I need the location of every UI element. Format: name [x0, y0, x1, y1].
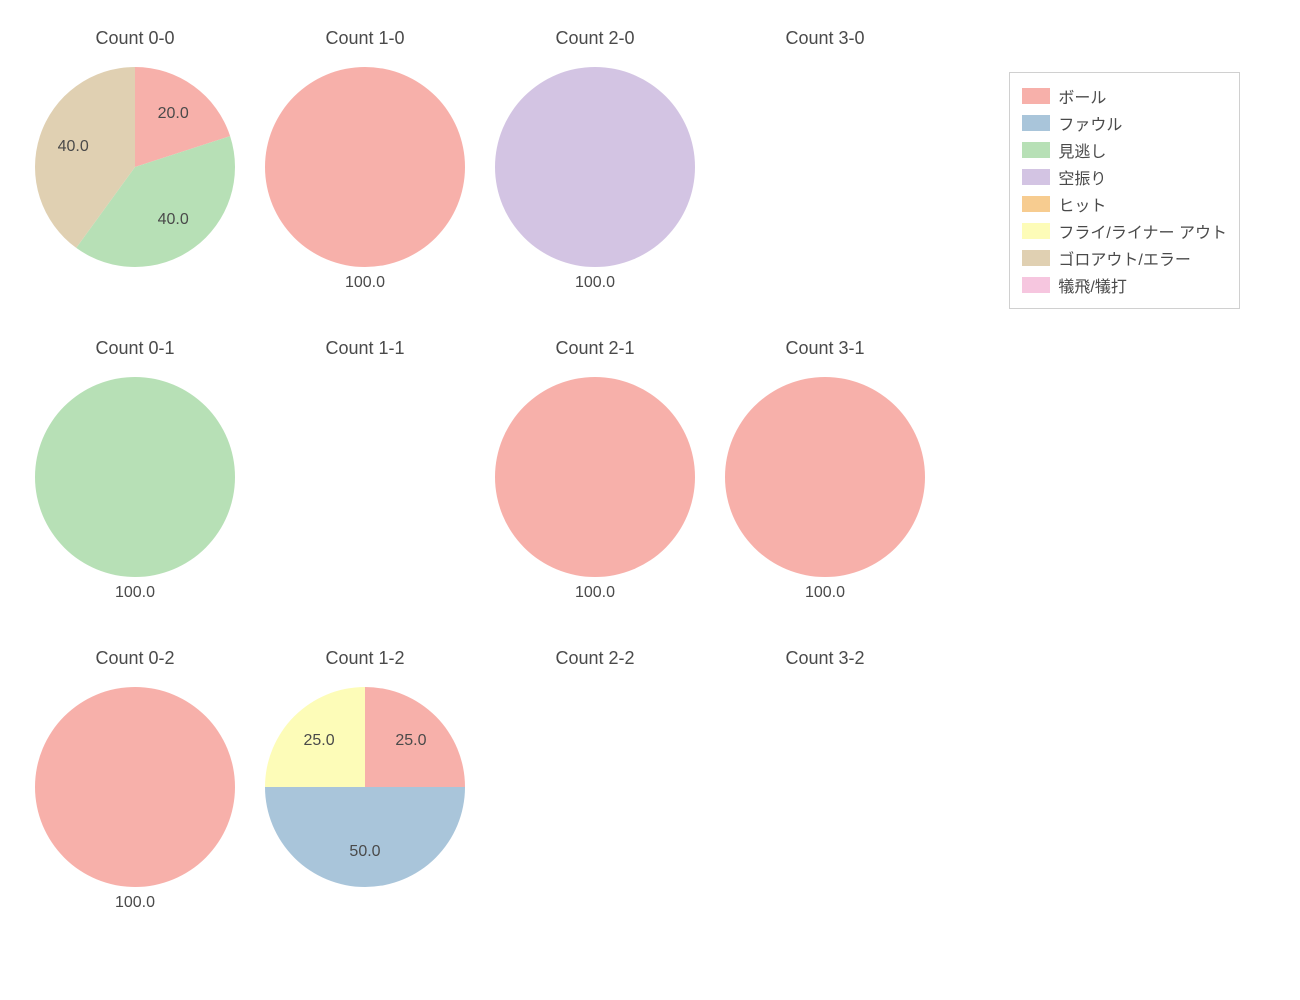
pie-slice-label: 40.0	[58, 138, 89, 156]
pie-title: Count 0-0	[95, 28, 174, 49]
pie-chart	[725, 687, 925, 887]
legend-label: 空振り	[1058, 165, 1106, 189]
legend-label: 見逃し	[1058, 138, 1106, 162]
legend-swatch	[1022, 88, 1050, 104]
pie-title: Count 3-0	[785, 28, 864, 49]
pie-slice-label: 100.0	[805, 584, 845, 602]
legend: ボールファウル見逃し空振りヒットフライ/ライナー アウトゴロアウト/エラー犠飛/…	[1009, 72, 1240, 309]
legend-item: ボール	[1022, 84, 1227, 108]
legend-label: ヒット	[1058, 192, 1106, 216]
pie-chart	[725, 67, 925, 267]
pie-slice-label: 20.0	[158, 105, 189, 123]
pie-cell: Count 3-2	[710, 640, 940, 950]
pie-slice-label: 25.0	[303, 732, 334, 750]
legend-swatch	[1022, 250, 1050, 266]
legend-swatch	[1022, 223, 1050, 239]
pie-slice-label: 100.0	[345, 274, 385, 292]
pie-cell: Count 0-0 20.0 40.0 40.0	[20, 20, 250, 330]
legend-item: フライ/ライナー アウト	[1022, 219, 1227, 243]
pie-chart: 100.0	[725, 377, 925, 577]
legend-swatch	[1022, 196, 1050, 212]
pie-chart: 100.0	[265, 67, 465, 267]
pie-slice-label: 100.0	[575, 584, 615, 602]
pie-grid: Count 0-020.040.040.0Count 1-0100.0Count…	[20, 20, 940, 950]
pie-chart: 20.0 40.0 40.0	[35, 67, 235, 267]
legend-swatch	[1022, 115, 1050, 131]
legend-item: ヒット	[1022, 192, 1227, 216]
pie-slice-label: 25.0	[395, 732, 426, 750]
pie-title: Count 1-0	[325, 28, 404, 49]
pie-cell: Count 1-1	[250, 330, 480, 640]
legend-label: ボール	[1058, 84, 1106, 108]
pie-title: Count 2-2	[555, 648, 634, 669]
pie-chart: 25.0 50.0 25.0	[265, 687, 465, 887]
legend-item: ファウル	[1022, 111, 1227, 135]
pie-cell: Count 3-0	[710, 20, 940, 330]
legend-swatch	[1022, 142, 1050, 158]
legend-item: 犠飛/犠打	[1022, 273, 1227, 297]
legend-label: フライ/ライナー アウト	[1058, 219, 1227, 243]
pie-cell: Count 1-0 100.0	[250, 20, 480, 330]
pie-title: Count 2-1	[555, 338, 634, 359]
pie-title: Count 2-0	[555, 28, 634, 49]
pie-title: Count 1-2	[325, 648, 404, 669]
legend-swatch	[1022, 277, 1050, 293]
legend-label: 犠飛/犠打	[1058, 273, 1126, 297]
legend-item: 空振り	[1022, 165, 1227, 189]
pie-title: Count 0-2	[95, 648, 174, 669]
pie-chart: 100.0	[35, 687, 235, 887]
pie-chart: 100.0	[495, 377, 695, 577]
legend-label: ファウル	[1058, 111, 1122, 135]
pie-cell: Count 1-2 25.0 50.0 25.0	[250, 640, 480, 950]
legend-item: ゴロアウト/エラー	[1022, 246, 1227, 270]
pie-cell: Count 3-1 100.0	[710, 330, 940, 640]
pie-slice-label: 40.0	[158, 211, 189, 229]
legend-item: 見逃し	[1022, 138, 1227, 162]
pie-cell: Count 2-0 100.0	[480, 20, 710, 330]
pie-title: Count 1-1	[325, 338, 404, 359]
legend-swatch	[1022, 169, 1050, 185]
pie-slice-label: 50.0	[349, 843, 380, 861]
pie-cell: Count 2-2	[480, 640, 710, 950]
pie-cell: Count 2-1 100.0	[480, 330, 710, 640]
pie-slice-label: 100.0	[575, 274, 615, 292]
pie-title: Count 0-1	[95, 338, 174, 359]
pie-slice-label: 100.0	[115, 894, 155, 912]
pie-slice-label: 100.0	[115, 584, 155, 602]
pie-cell: Count 0-1 100.0	[20, 330, 250, 640]
pie-chart: 100.0	[495, 67, 695, 267]
pie-title: Count 3-1	[785, 338, 864, 359]
pie-cell: Count 0-2 100.0	[20, 640, 250, 950]
pie-chart	[265, 377, 465, 577]
legend-label: ゴロアウト/エラー	[1058, 246, 1190, 270]
pie-chart	[495, 687, 695, 887]
pie-title: Count 3-2	[785, 648, 864, 669]
pie-chart: 100.0	[35, 377, 235, 577]
